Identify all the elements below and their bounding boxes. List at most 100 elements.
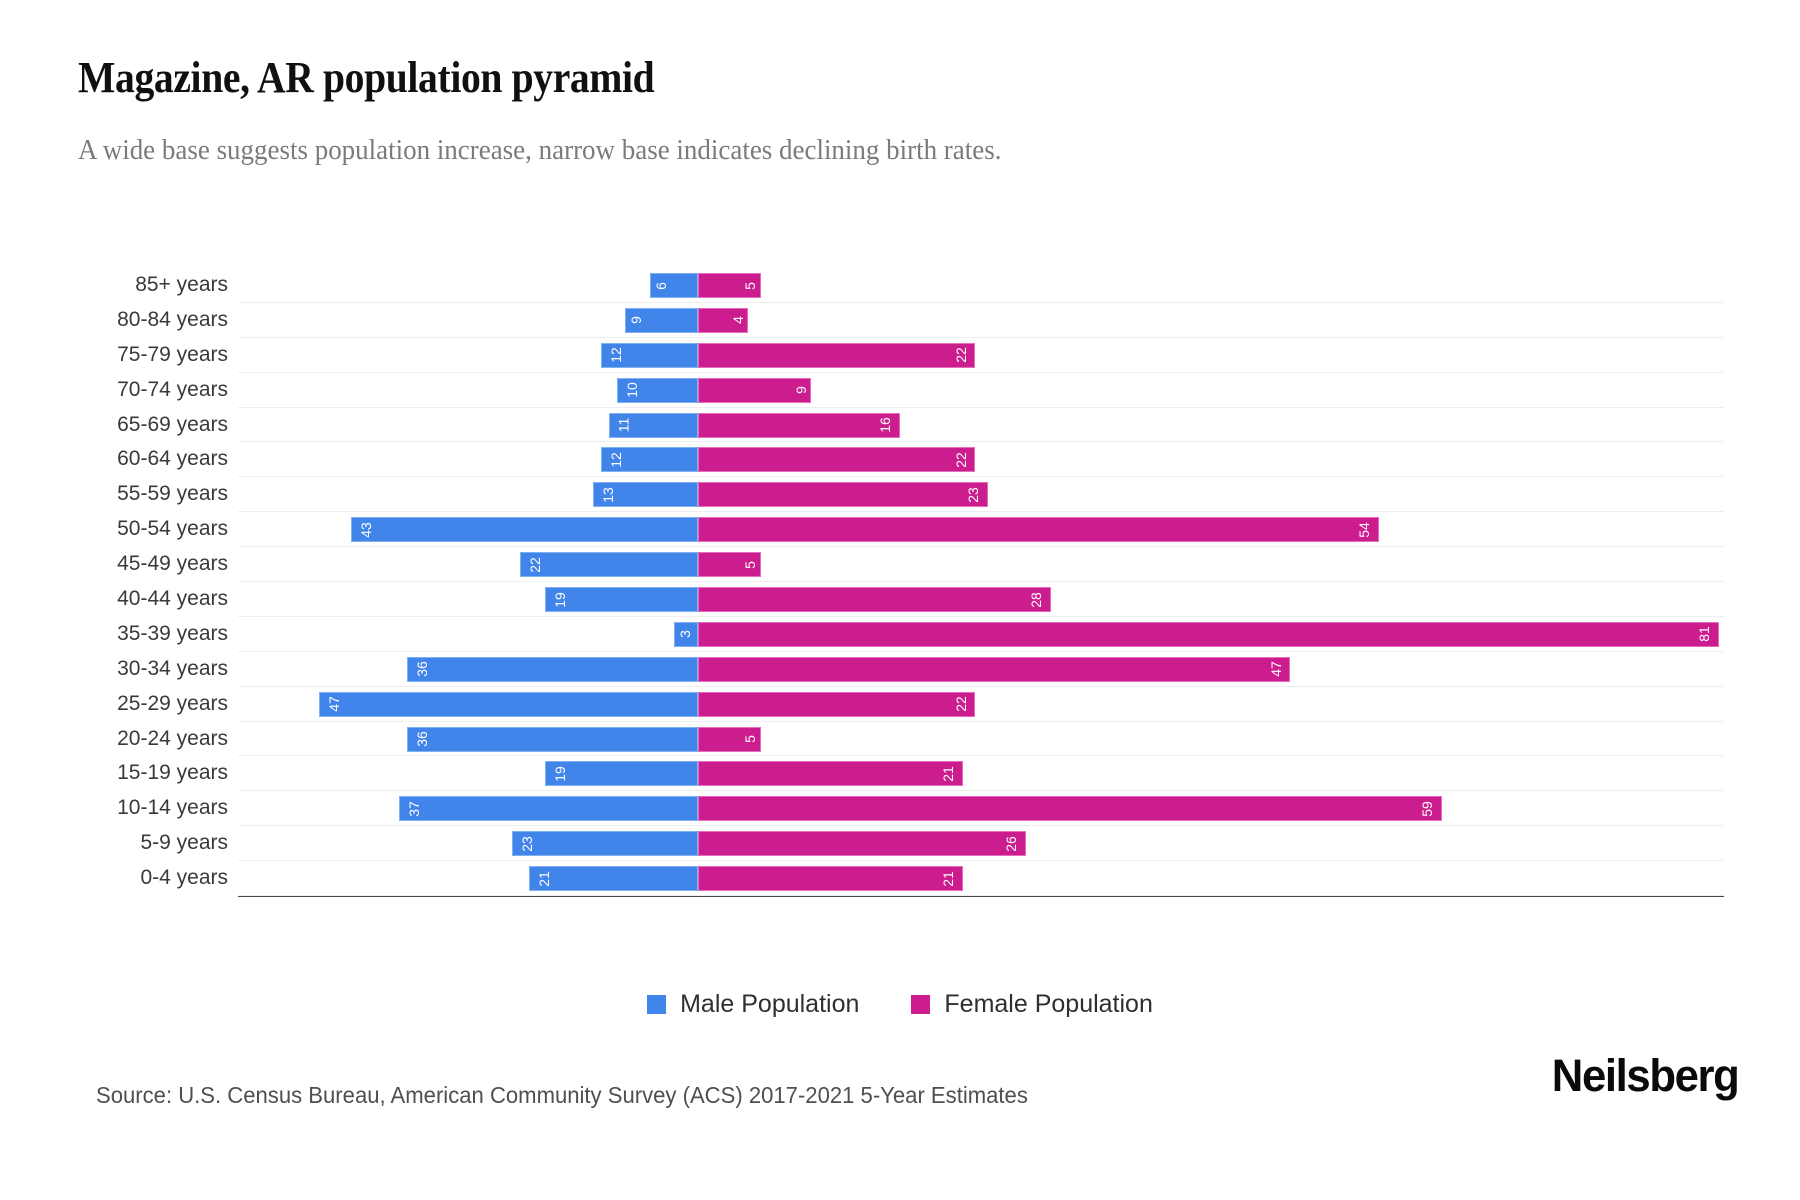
- male-bar[interactable]: 19: [544, 761, 698, 787]
- male-bar[interactable]: 23: [512, 831, 698, 857]
- gridline: [238, 546, 1724, 548]
- male-bar-value: 9: [628, 316, 645, 325]
- female-bar-value: 28: [1028, 591, 1045, 608]
- gridline: [238, 406, 1724, 408]
- male-bar[interactable]: 36: [407, 656, 698, 682]
- male-bar-value: 22: [527, 556, 544, 573]
- female-bar[interactable]: 5: [698, 726, 762, 752]
- female-bar[interactable]: 28: [698, 587, 1051, 612]
- female-bar[interactable]: 21: [698, 866, 963, 892]
- male-bar[interactable]: 12: [601, 447, 698, 473]
- y-axis-tick-label: 0-4 years: [140, 866, 228, 890]
- female-bar-value: 22: [952, 696, 969, 712]
- female-bar-value: 26: [1002, 835, 1019, 852]
- female-bar[interactable]: 5: [698, 273, 762, 298]
- y-axis-labels: 85+ years 80-84 years 75-79 years 70-74 yea…: [0, 268, 228, 896]
- gridline: [238, 476, 1724, 478]
- chart-row: 12 22: [238, 442, 1724, 477]
- female-bar[interactable]: 47: [698, 656, 1291, 682]
- y-axis-tick-label: 45-49 years: [117, 552, 228, 576]
- female-bar[interactable]: 22: [698, 342, 976, 368]
- gridline: [238, 581, 1724, 582]
- female-bar[interactable]: 22: [698, 691, 976, 717]
- male-bar[interactable]: 10: [617, 377, 698, 403]
- female-bar-value: 59: [1418, 801, 1435, 817]
- male-bar-value: 12: [607, 452, 624, 468]
- male-bar-value: 21: [535, 870, 552, 887]
- chart-row: 36 5: [238, 722, 1724, 757]
- page-subtitle: A wide base suggests population increase…: [78, 134, 1002, 166]
- female-bar[interactable]: 5: [698, 552, 762, 578]
- female-bar-value: 4: [729, 316, 746, 325]
- female-bar[interactable]: 26: [698, 831, 1026, 857]
- female-bar-value: 22: [952, 452, 969, 468]
- female-bar-value: 9: [792, 386, 809, 395]
- female-bar[interactable]: 59: [698, 796, 1442, 822]
- gridline: [238, 720, 1724, 722]
- chart-row: 3 81: [238, 617, 1724, 652]
- y-axis-tick-label: 40-44 years: [117, 587, 228, 610]
- male-bar[interactable]: 22: [520, 552, 698, 578]
- female-bar[interactable]: 22: [698, 447, 976, 473]
- male-bar[interactable]: 6: [649, 273, 698, 298]
- male-bar[interactable]: 11: [609, 412, 698, 438]
- male-bar[interactable]: 9: [625, 307, 698, 333]
- male-bar[interactable]: 43: [350, 517, 698, 543]
- y-axis-tick-label: 65-69 years: [117, 412, 228, 436]
- female-bar-value: 22: [952, 347, 969, 364]
- plot-area: 6 5 9 4 12 22 10 9 11 16 12 22 13 23 43 54 22 5 19 28 3 81 36 4…: [238, 268, 1724, 897]
- chart-row: 37 59: [238, 791, 1724, 826]
- gridline: [238, 755, 1724, 757]
- y-axis-tick-label: 60-64 years: [117, 447, 228, 471]
- female-bar-value: 5: [742, 560, 759, 569]
- chart-row: 12 22: [238, 338, 1724, 373]
- chart-row: 36 47: [238, 652, 1724, 687]
- neilsberg-logo: Neilsberg: [1551, 1050, 1739, 1101]
- female-bar-value: 21: [939, 766, 956, 782]
- female-bar[interactable]: 9: [698, 377, 812, 403]
- female-bar-value: 47: [1267, 661, 1284, 678]
- page-title: Magazine, AR population pyramid: [78, 53, 655, 102]
- gridline: [238, 511, 1724, 513]
- legend-item-male[interactable]: Male Population: [647, 990, 859, 1019]
- male-bar-value: 36: [414, 661, 431, 678]
- legend-item-female[interactable]: Female Population: [911, 990, 1153, 1019]
- y-axis-tick-label: 55-59 years: [117, 482, 228, 506]
- chart-row: 10 9: [238, 373, 1724, 408]
- chart-row: 22 5: [238, 547, 1724, 582]
- female-bar[interactable]: 54: [698, 517, 1379, 543]
- male-bar-value: 36: [414, 731, 431, 747]
- gridline: [238, 301, 1724, 303]
- female-bar[interactable]: 23: [698, 482, 988, 508]
- male-bar[interactable]: 36: [407, 726, 698, 752]
- female-bar[interactable]: 16: [698, 412, 900, 438]
- female-bar[interactable]: 81: [698, 621, 1719, 647]
- male-bar-value: 13: [599, 487, 616, 503]
- male-bar[interactable]: 47: [318, 691, 698, 717]
- female-bar-value: 5: [742, 281, 759, 290]
- y-axis-tick-label: 30-34 years: [117, 656, 228, 680]
- female-bar-value: 21: [939, 870, 956, 887]
- male-bar[interactable]: 12: [601, 342, 698, 368]
- chart-row: 13 23: [238, 477, 1724, 512]
- y-axis-tick-label: 85+ years: [135, 273, 228, 296]
- gridline: [238, 685, 1724, 687]
- y-axis-tick-label: 70-74 years: [117, 377, 228, 401]
- male-bar[interactable]: 19: [544, 587, 698, 612]
- male-bar[interactable]: 13: [593, 482, 698, 508]
- male-bar-value: 43: [357, 521, 374, 538]
- legend-label-male: Male Population: [680, 990, 860, 1018]
- female-bar-value: 5: [742, 735, 759, 743]
- female-bar[interactable]: 21: [698, 761, 963, 787]
- y-axis-tick-label: 5-9 years: [140, 831, 228, 855]
- female-bar[interactable]: 4: [698, 307, 749, 333]
- female-bar-value: 54: [1355, 521, 1372, 538]
- gridline: [238, 336, 1724, 338]
- male-bar[interactable]: 37: [399, 796, 698, 822]
- male-bar[interactable]: 21: [528, 866, 698, 892]
- y-axis-tick-label: 25-29 years: [117, 691, 228, 715]
- male-bar[interactable]: 3: [673, 621, 698, 647]
- male-bar-value: 47: [325, 696, 342, 712]
